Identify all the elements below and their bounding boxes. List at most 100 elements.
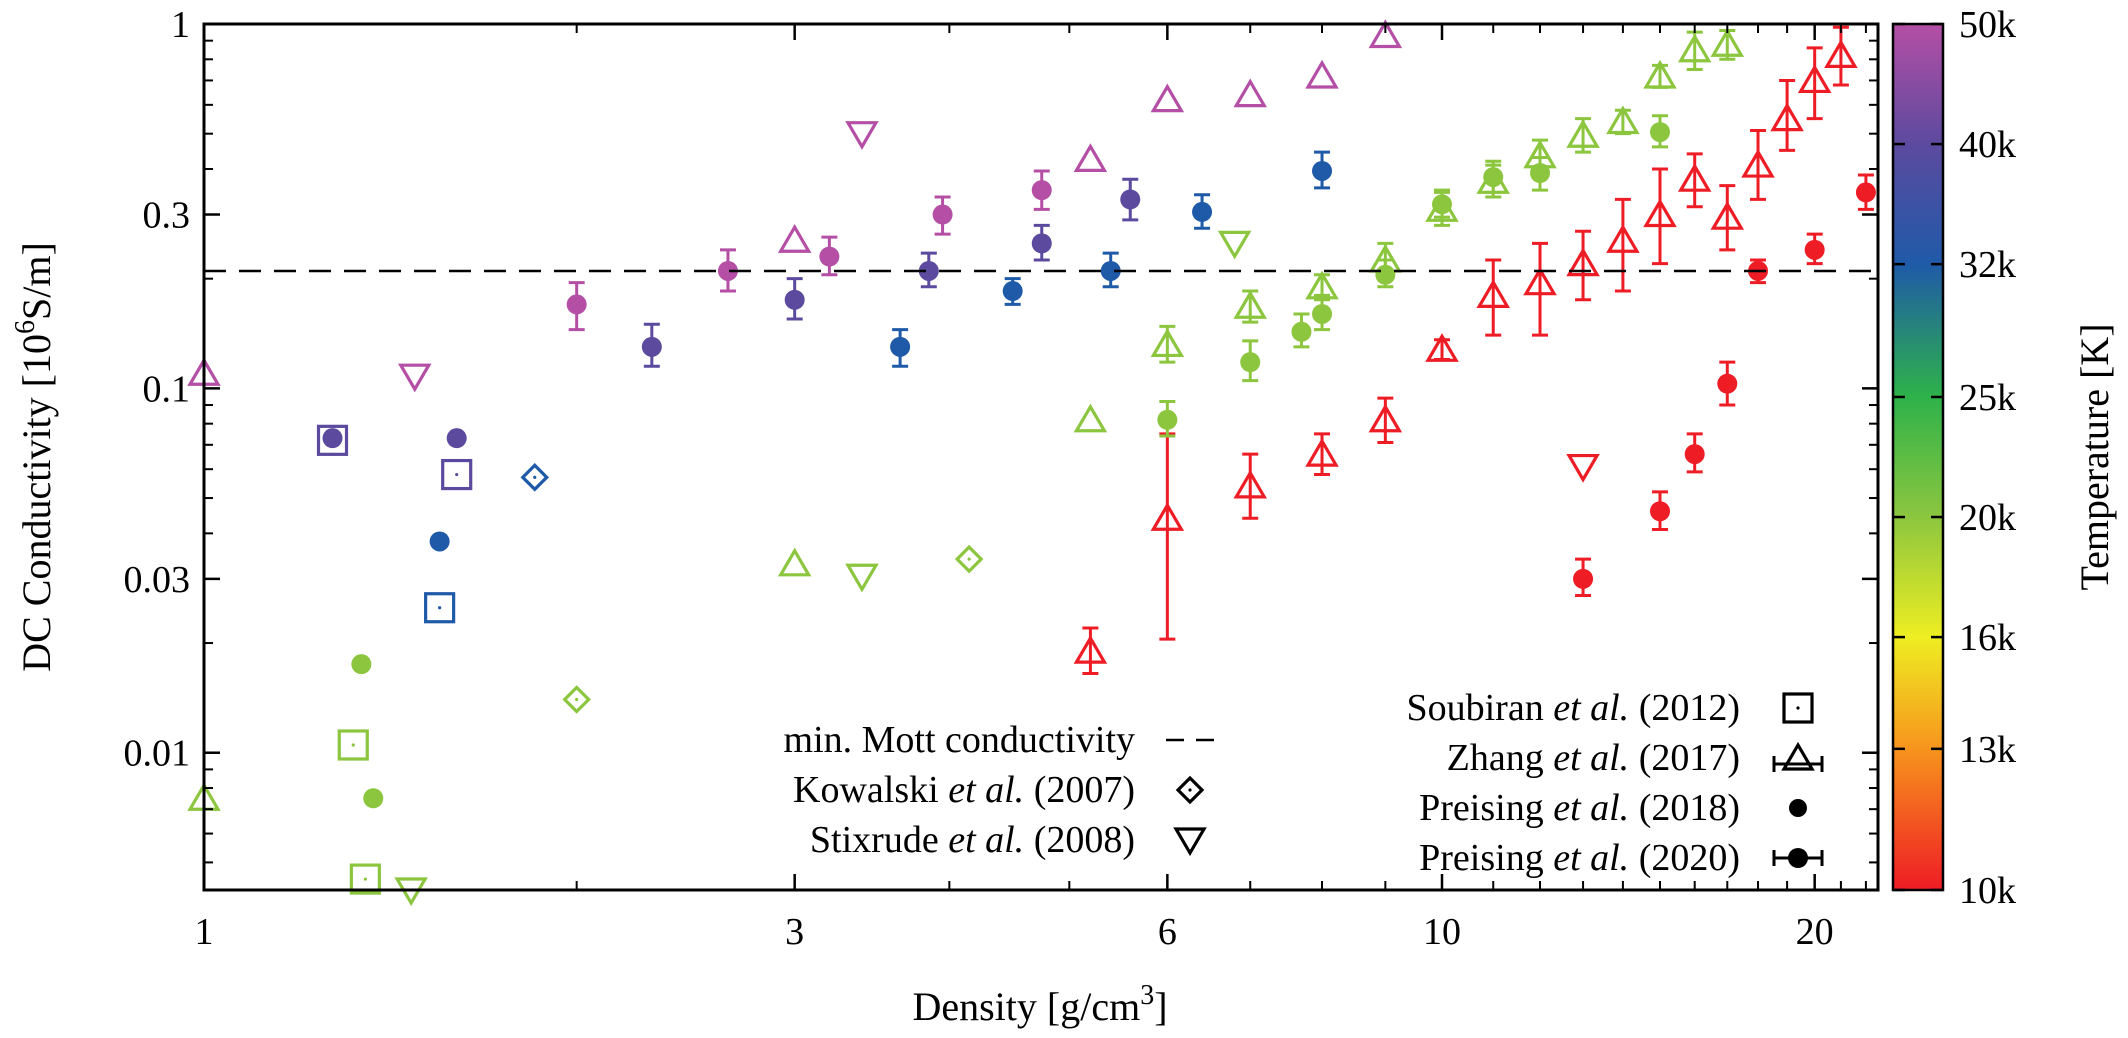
data-point <box>1233 469 1268 499</box>
colorbar-tick-label: 50k <box>1959 4 2016 46</box>
colorbar-tick-label: 32k <box>1959 244 2016 286</box>
legend-entry: Soubiran et al. (2012) <box>1406 687 1814 729</box>
data-point <box>784 289 805 310</box>
data-point <box>1717 373 1738 394</box>
colorbar-tick-label: 16k <box>1959 617 2016 659</box>
series-zhang-et-al-2017 <box>187 19 1858 811</box>
legend-left: min. Mott conductivity Kowalski et al. (2… <box>784 719 1214 861</box>
legend-label: Soubiran et al. (2012) <box>1406 687 1740 729</box>
data-point <box>1368 403 1403 433</box>
data-point <box>1643 198 1677 228</box>
data-point <box>1804 239 1825 260</box>
data-point <box>1192 201 1213 222</box>
data-point <box>363 788 384 809</box>
y-axis: 1 0.3 0.1 0.03 0.01 <box>124 4 1878 864</box>
data-point <box>1240 352 1261 373</box>
legend-entry: Preising et al. (2020) <box>1419 837 1824 879</box>
colorbar-label: Temperature [K] <box>2072 323 2117 590</box>
data-point <box>777 224 812 253</box>
data-point <box>1649 501 1670 522</box>
data-point <box>1100 260 1121 281</box>
y-tick-label: 0.3 <box>143 195 191 237</box>
colorbar-tick-label: 20k <box>1959 497 2016 539</box>
series-preising-et-al-2020 <box>566 114 1876 598</box>
data-point <box>1824 39 1858 69</box>
y-tick-label: 0.01 <box>124 733 191 775</box>
legend-label: Kowalski et al. (2007) <box>793 769 1135 811</box>
legend-entry: Stixrude et al. (2008) <box>810 819 1207 861</box>
data-point <box>424 592 456 624</box>
data-point <box>1425 333 1459 362</box>
data-point <box>1797 64 1832 94</box>
data-point <box>1375 264 1396 285</box>
y-axis-label: DC Conductivity [106S/m] <box>10 242 59 672</box>
data-point <box>429 531 450 552</box>
data-point <box>1431 194 1452 215</box>
legend-symbol-square <box>1782 692 1814 724</box>
data-point <box>351 654 372 675</box>
data-point <box>1150 328 1185 358</box>
legend-entry: Kowalski et al. (2007) <box>793 769 1205 811</box>
legend-symbol-triangle-down <box>1173 827 1207 857</box>
legend-label: min. Mott conductivity <box>784 719 1135 761</box>
data-point <box>1002 281 1023 302</box>
data-point <box>890 336 911 357</box>
data-point <box>566 294 587 315</box>
data-point <box>1312 160 1333 181</box>
data-point <box>1031 180 1052 201</box>
data-point <box>1566 247 1600 277</box>
legend-entry: Preising et al. (2018) <box>1419 787 1807 829</box>
data-point <box>1855 182 1876 203</box>
data-point <box>337 729 369 761</box>
legend-right: Soubiran et al. (2012) Zhang et al. (2017… <box>1406 687 1824 879</box>
data-point <box>441 458 473 491</box>
data-point <box>1710 201 1745 230</box>
data-point <box>1677 163 1712 192</box>
x-tick-label: 3 <box>785 911 804 953</box>
x-axis: 1 3 6 10 20 <box>195 24 1867 953</box>
data-point <box>1770 102 1804 132</box>
data-point <box>1312 303 1333 324</box>
data-point <box>918 260 939 281</box>
data-point <box>1566 453 1600 483</box>
legend-symbol-dot <box>1788 848 1808 868</box>
legend-symbol-square-center <box>1796 706 1800 710</box>
series-kowalski-et-al-2007 <box>520 463 984 714</box>
data-point <box>1073 634 1108 664</box>
x-tick-label: 20 <box>1796 911 1834 953</box>
legend-symbol-diamond <box>1175 775 1205 805</box>
data-point <box>1643 59 1677 89</box>
data-point <box>1368 19 1403 49</box>
data-point-center <box>455 472 459 477</box>
series-soubiran-et-al-2012 <box>316 424 473 895</box>
data-point <box>1120 189 1141 210</box>
data-point <box>1073 403 1108 433</box>
data-point <box>1483 167 1504 188</box>
plot-frame <box>202 22 1880 892</box>
data-point <box>1523 266 1557 296</box>
series-preising-et-al-2018 <box>322 428 467 809</box>
colorbar-gradient <box>1891 22 1945 892</box>
data-point <box>1684 444 1705 465</box>
y-tick-label: 0.03 <box>124 559 191 601</box>
data-point <box>1150 502 1185 531</box>
data-point <box>1291 321 1312 342</box>
legend-label: Stixrude et al. (2008) <box>810 819 1135 861</box>
legend-symbol-diamond-center <box>1188 788 1192 792</box>
data-point <box>641 336 662 357</box>
colorbar-tick-label: 10k <box>1959 870 2016 912</box>
data-point <box>1573 568 1594 589</box>
colorbar: 50k 40k 32k 25k 20k 16k 13k 10k Temperature [K] <box>1891 4 2117 912</box>
y-tick-label: 1 <box>171 4 190 46</box>
data-point <box>1606 224 1640 253</box>
data-point <box>1530 163 1551 184</box>
legend-symbol-dot <box>1789 799 1807 817</box>
data-point <box>446 428 467 449</box>
data-point <box>1649 122 1670 143</box>
x-tick-label: 10 <box>1423 911 1461 953</box>
data-point <box>1476 279 1511 308</box>
plot-marks <box>187 19 1876 907</box>
data-point <box>520 463 550 492</box>
data-point <box>1073 143 1108 173</box>
data-point <box>1305 59 1339 89</box>
